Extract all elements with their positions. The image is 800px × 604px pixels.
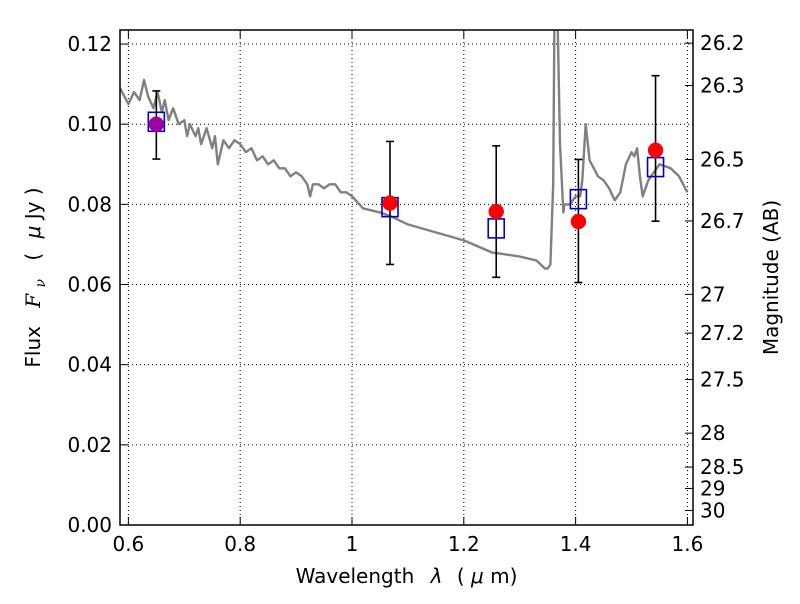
y-tick-label: 0.10: [67, 112, 112, 136]
y-tick-label: 0.04: [67, 353, 112, 377]
y-tick-label: 0.00: [67, 513, 112, 537]
y-tick-label: 0.12: [67, 32, 112, 56]
right-tick-label: 26.2: [700, 31, 745, 55]
y-tick-label: 0.02: [67, 433, 112, 457]
right-tick-label: 27.2: [700, 321, 745, 345]
model-band-square: [569, 188, 588, 210]
x-tick-label: 0.6: [112, 532, 144, 556]
y-axis-title-unit-prefix: (: [21, 253, 45, 261]
right-tick-label: 27: [700, 282, 725, 306]
x-axis-title: Wavelength λ ( μ m): [296, 564, 518, 588]
plot-area: [120, 30, 689, 284]
y-axis-title-unit-rest: Jy ): [21, 187, 45, 221]
x-axis-title-unit-mu: μ: [470, 564, 484, 588]
observed-point: [382, 195, 398, 211]
observed-point: [148, 116, 165, 132]
right-tick-label: 28: [700, 421, 725, 445]
y-tick-label: 0.08: [67, 192, 112, 216]
observed-point: [570, 213, 587, 230]
y-axis-title-subscript: ν: [33, 278, 49, 287]
plot-frame: [119, 29, 694, 526]
observed-point: [647, 142, 664, 158]
y-axis-title-symbol: F: [21, 293, 45, 309]
x-tick-label: 1.4: [560, 532, 592, 556]
y-axis-title-label: Flux: [21, 326, 45, 368]
right-tick-label: 26.7: [700, 209, 745, 233]
right-tick-label: 29: [700, 476, 725, 500]
x-axis-title-unit-prefix: (: [457, 564, 465, 588]
x-axis-title-symbol: λ: [430, 564, 443, 588]
right-axis-title: Magnitude (AB): [759, 200, 783, 355]
right-tick-label: 27.5: [700, 367, 745, 391]
x-tick-label: 0.8: [224, 532, 256, 556]
grid-lines: [120, 30, 693, 526]
observed-point: [488, 203, 504, 220]
y-axis-title-unit-mu: μ: [21, 226, 45, 240]
model-spectrum-line: [120, 30, 689, 270]
x-tick-label: 1.2: [448, 532, 480, 556]
right-tick-label: 26.3: [700, 74, 745, 98]
x-axis-title-unit-rest: m): [490, 564, 517, 588]
x-tick-label: 1.6: [672, 532, 704, 556]
y-axis-title: Flux F ν ( μ Jy ): [21, 187, 50, 367]
x-tick-label: 1: [346, 532, 359, 556]
x-axis-title-label: Wavelength: [296, 564, 415, 588]
axis-ticks: 0.6 0.8 1 1.2 1.4 1.6 0.00 0.02 0.04 0.06 0.08 0.10…: [67, 30, 745, 556]
right-tick-label: 30: [700, 498, 725, 522]
y-tick-label: 0.06: [67, 273, 112, 297]
right-tick-label: 26.5: [700, 147, 745, 171]
right-tick-label: 28.5: [700, 455, 745, 479]
